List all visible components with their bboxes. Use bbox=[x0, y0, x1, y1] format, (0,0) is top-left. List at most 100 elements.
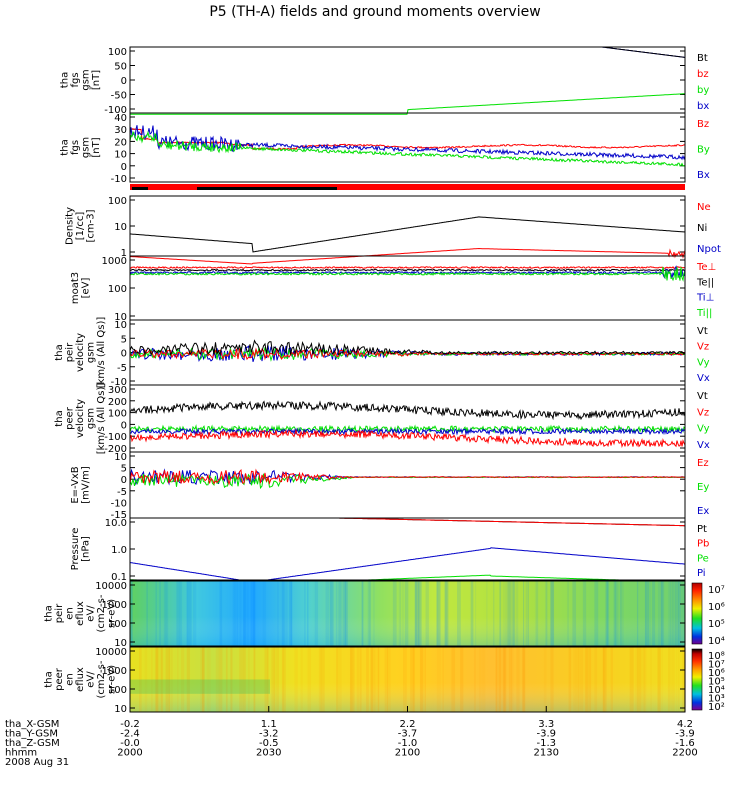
y-axis-label: gsm bbox=[80, 69, 91, 90]
y-tick-label: 0 bbox=[121, 475, 127, 486]
y-axis-label: (cm2-s- bbox=[96, 660, 107, 698]
y-tick-label: 0 bbox=[121, 349, 127, 360]
mode-segment bbox=[197, 187, 337, 190]
mode-segment bbox=[132, 187, 148, 190]
colorbar-label: 10⁶ bbox=[708, 668, 725, 679]
y-axis-label: sr-eV) bbox=[107, 665, 118, 694]
y-axis-label: [eV] bbox=[80, 278, 91, 299]
y-axis-label: peir bbox=[54, 603, 65, 623]
legend-Pi: Pi bbox=[697, 568, 706, 579]
y-axis-label: fgs bbox=[70, 72, 81, 87]
colorbar-label: 10³ bbox=[708, 694, 725, 705]
ez-series bbox=[129, 468, 686, 486]
y-axis-label: moat3 bbox=[70, 272, 81, 304]
y-axis-label: en bbox=[65, 673, 76, 686]
colorbar-label: 10⁷ bbox=[708, 585, 725, 596]
y-tick-label: 0 bbox=[121, 162, 127, 173]
x-row-label: tha_Y-GSM bbox=[5, 729, 58, 740]
y-axis-label: tha bbox=[59, 139, 70, 155]
chart-title: P5 (TH-A) fields and ground moments over… bbox=[209, 4, 541, 20]
y-tick-label: 10 bbox=[114, 312, 127, 323]
legend-Bt: Bt bbox=[697, 53, 708, 64]
x-tick-label: -0.5 bbox=[259, 738, 279, 749]
x-tick-label: 1.1 bbox=[261, 719, 277, 730]
y-axis-label: peir bbox=[65, 342, 76, 362]
y-axis-label: E=-VxB bbox=[70, 466, 81, 503]
y-tick-label: 50 bbox=[114, 62, 127, 73]
y-axis-label: [nT] bbox=[91, 70, 102, 90]
y-axis-label: sr-eV) bbox=[107, 599, 118, 628]
colorbar-label: 10⁵ bbox=[708, 677, 725, 688]
x-tick-label: 2100 bbox=[395, 748, 420, 759]
x-tick-label: 2200 bbox=[672, 748, 697, 759]
x-tick-label: 2000 bbox=[117, 748, 142, 759]
y-tick-label: 1000 bbox=[102, 600, 127, 611]
y-tick-label: 10 bbox=[114, 320, 127, 331]
y-tick-label: 100 bbox=[108, 47, 127, 58]
x-row-label: hhmm bbox=[5, 748, 37, 759]
y-axis-label: [km/s (All Qs)] bbox=[96, 317, 107, 389]
y-axis-label: tha bbox=[59, 72, 70, 88]
legend-Vy: Vy bbox=[697, 357, 710, 368]
legend-bz: bz bbox=[697, 69, 709, 80]
y-tick-label: 300 bbox=[108, 385, 127, 396]
panel-peer_vel: tha peer velocity gsm [km/s (All Qs)] bbox=[54, 383, 685, 454]
colorbar-label: 10⁷ bbox=[708, 660, 725, 671]
y-tick-label: -10 bbox=[111, 174, 127, 185]
y-tick-label: 5 bbox=[121, 464, 127, 475]
date-label: 2008 Aug 31 bbox=[5, 757, 69, 768]
y-tick-label: -5 bbox=[117, 487, 127, 498]
y-tick-label: 10 bbox=[114, 452, 127, 463]
colorbar-label: 10⁵ bbox=[708, 619, 725, 630]
x-tick-label: -3.2 bbox=[259, 729, 279, 740]
x-tick-label: -3.9 bbox=[675, 729, 695, 740]
panel-frame-pressure bbox=[129, 517, 686, 581]
y-tick-label: 10 bbox=[114, 704, 127, 715]
legend-Vy: Vy bbox=[697, 424, 710, 435]
x-tick-label: -3.7 bbox=[398, 729, 418, 740]
y-axis-label: [nT] bbox=[91, 137, 102, 157]
y-tick-label: 20 bbox=[114, 137, 127, 148]
y-axis-label: Pressure bbox=[70, 528, 81, 571]
x-row-label: tha_X-GSM bbox=[5, 719, 59, 730]
y-tick-label: 100 bbox=[108, 196, 127, 207]
x-tick-label: 4.2 bbox=[677, 719, 693, 730]
y-tick-label: -100 bbox=[104, 105, 127, 116]
legend-Ey: Ey bbox=[697, 482, 709, 493]
x-tick-label: -1.6 bbox=[675, 738, 695, 749]
y-axis-label: gsm bbox=[86, 408, 97, 429]
y-tick-label: -10 bbox=[111, 498, 127, 509]
legend-Vx: Vx bbox=[697, 373, 710, 384]
colorbar-label: 10⁶ bbox=[708, 602, 725, 613]
by-series bbox=[129, 130, 685, 167]
y-axis-label: Density bbox=[65, 207, 76, 245]
ne-series bbox=[129, 247, 686, 265]
panel-frame-peir_spec bbox=[129, 580, 686, 647]
y-tick-label: 1000 bbox=[102, 666, 127, 677]
legend-Ti||: Ti|| bbox=[696, 308, 712, 319]
legend-Ne: Ne bbox=[697, 202, 711, 213]
y-tick-label: 40 bbox=[114, 113, 127, 124]
panel-peir_vel: tha peir velocity gsm [km/s (All Qs)] bbox=[54, 317, 685, 389]
panel-frame-temp bbox=[129, 255, 686, 321]
y-tick-label: 0 bbox=[121, 76, 127, 87]
legend-Bz: Bz bbox=[697, 119, 709, 130]
y-tick-label: -10 bbox=[111, 377, 127, 388]
y-tick-label: 0 bbox=[121, 420, 127, 431]
legend-Ex: Ex bbox=[697, 506, 709, 517]
vy-series bbox=[129, 424, 686, 434]
x-tick-label: -1.0 bbox=[398, 738, 418, 749]
x-tick-label: 2030 bbox=[256, 748, 281, 759]
legend-bx: bx bbox=[697, 101, 709, 112]
legend-Vz: Vz bbox=[697, 342, 709, 353]
panel-pressure: Pressure [nPa] bbox=[70, 521, 685, 577]
legend-Vx: Vx bbox=[697, 440, 710, 451]
legend-Npot: Npot bbox=[697, 244, 721, 255]
colorbar bbox=[691, 582, 703, 645]
legend-Pb: Pb bbox=[697, 539, 709, 550]
legend-by: by bbox=[697, 85, 709, 96]
panel-frame-fgs_gsm_zoom bbox=[129, 112, 686, 183]
te-perp-series bbox=[129, 265, 686, 269]
y-tick-label: 10.0 bbox=[105, 518, 127, 529]
x-tick-label: 3.3 bbox=[538, 719, 554, 730]
